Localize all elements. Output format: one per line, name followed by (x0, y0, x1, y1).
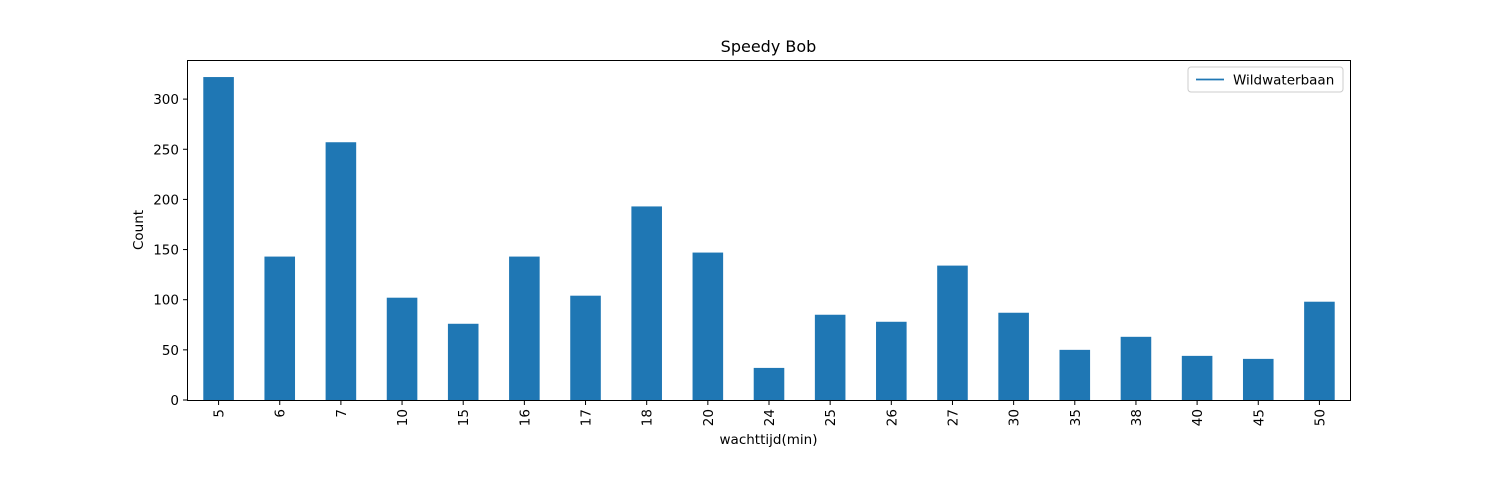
bar-17 (570, 295, 601, 400)
bar-38 (1120, 336, 1152, 400)
x-tick-label: 38 (1129, 409, 1145, 426)
bar-7 (325, 142, 357, 401)
y-tick-label: 250 (153, 142, 179, 158)
bar-6 (264, 256, 296, 400)
y-tick-label: 200 (153, 192, 179, 208)
legend-box (1187, 66, 1344, 93)
x-tick-label: 15 (456, 409, 472, 426)
x-tick-label: 30 (1007, 409, 1023, 426)
bar-24 (753, 367, 785, 400)
bar-18 (631, 206, 662, 400)
bar-27 (937, 265, 968, 400)
x-tick-label: 26 (884, 409, 900, 426)
legend-label: Wildwaterbaan (1233, 73, 1334, 89)
x-tick-label: 18 (640, 409, 656, 426)
bar-30 (998, 312, 1029, 400)
x-tick-label: 25 (823, 409, 839, 426)
bar-15 (447, 323, 479, 400)
bar-35 (1059, 349, 1091, 400)
bar-26 (876, 321, 907, 400)
y-tick-label: 150 (153, 243, 179, 259)
x-tick-label: 50 (1312, 409, 1328, 426)
x-axis-label: wachttijd(min) (720, 432, 818, 448)
bars-group (203, 77, 1335, 401)
bar-25 (814, 314, 846, 400)
plot-frame (187, 60, 1351, 401)
bar-45 (1242, 358, 1274, 400)
y-tick-label: 300 (153, 92, 179, 108)
x-tick-label: 20 (701, 409, 717, 426)
x-tick-label: 5 (212, 409, 228, 418)
bar-10 (386, 297, 418, 400)
x-tick-label: 35 (1068, 409, 1084, 426)
bar-5 (203, 77, 234, 401)
bar-50 (1304, 301, 1335, 400)
legend: Wildwaterbaan (1187, 66, 1344, 93)
bar-20 (692, 252, 724, 400)
y-axis-label: Count (131, 210, 147, 250)
x-tick-label: 6 (273, 409, 289, 418)
x-tick-label: 7 (334, 409, 350, 418)
y-tick-label: 0 (170, 393, 179, 409)
y-axis-ticks: 0 50 100 150 200 250 300 (153, 92, 188, 409)
x-tick-label: 45 (1251, 409, 1267, 426)
x-tick-label: 10 (395, 409, 411, 426)
bar-16 (509, 256, 540, 400)
x-tick-label: 40 (1190, 409, 1206, 426)
y-tick-label: 50 (162, 343, 179, 359)
x-tick-label: 17 (579, 409, 595, 426)
x-tick-label: 27 (945, 409, 961, 426)
chart-title: Speedy Bob (721, 37, 817, 56)
y-tick-label: 100 (153, 293, 179, 309)
x-axis-ticks: 5 6 7 10 15 16 17 18 20 24 25 26 27 30 35 38 40 45 50 (212, 400, 1328, 426)
x-tick-label: 16 (517, 409, 533, 426)
bar-40 (1181, 355, 1213, 400)
x-tick-label: 24 (762, 409, 778, 426)
